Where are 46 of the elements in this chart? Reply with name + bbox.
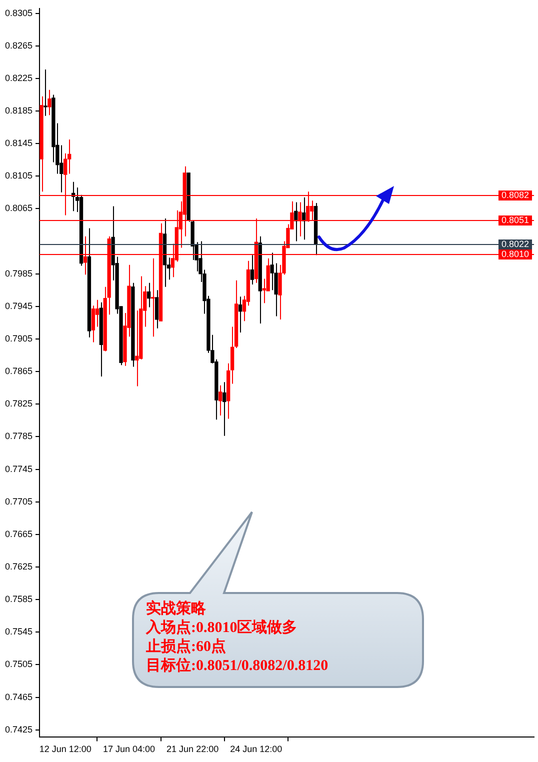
y-tick-label: 0.8145 [4,138,33,148]
candlestick [147,282,151,308]
x-tick-label: 24 Jun 12:00 [230,744,282,754]
y-tick-label: 0.8265 [4,40,33,50]
y-tick-label: 0.7825 [4,398,33,409]
x-tick-label: 17 Jun 04:00 [102,744,155,754]
candlestick [222,382,226,436]
y-tick-label: 0.8225 [4,72,33,83]
y-tick-label: 0.7505 [4,659,33,670]
candlestick [48,89,52,116]
annotation: 止损点:60点 [146,638,227,657]
candlestick [135,310,139,387]
y-tick-label: 0.7465 [4,692,33,702]
y-tick-label: 0.7905 [4,333,33,344]
y-tick-label: 0.7865 [4,366,33,376]
candlestick [91,305,96,343]
y-tick-label: 0.7425 [4,724,33,734]
y-tick-label: 0.8185 [4,105,33,116]
candlestick [270,252,274,291]
y-tick-label: 0.7705 [4,496,33,506]
y-tick-label: 0.8105 [4,170,33,181]
ref-line-label: 0.8010 [501,248,530,259]
candlestick [218,384,222,416]
candlestick [238,296,242,333]
y-tick-label: 0.8065 [4,203,33,214]
candlestick [250,254,254,285]
ref-line-label: 0.8022 [501,238,530,249]
y-tick-label: 0.7945 [4,300,33,311]
candlestick [154,290,159,329]
y-tick-label: 0.7625 [4,561,33,572]
annotation: 入场点:0.8010区域做多 [146,619,298,638]
x-tick-label: 12 Jun 12:00 [39,744,92,754]
x-tick-label: 21 Jun 22:00 [166,744,219,754]
y-tick-label: 0.8305 [4,8,33,18]
y-tick-label: 0.7745 [4,464,33,474]
ref-line-label: 0.8051 [501,214,530,225]
y-tick-label: 0.7665 [4,528,33,539]
ref-line-label: 0.8082 [501,190,530,200]
y-tick-label: 0.7585 [4,594,33,604]
y-tick-label: 0.7785 [4,431,33,442]
candlestick [95,299,99,328]
annotation: 目标位:0.8051/0.8082/0.8120 [146,657,330,676]
y-tick-label: 0.7985 [4,268,33,278]
annotation: 实战策略 [146,600,207,619]
y-tick-label: 0.7545 [4,626,33,637]
candlestick [44,68,48,116]
